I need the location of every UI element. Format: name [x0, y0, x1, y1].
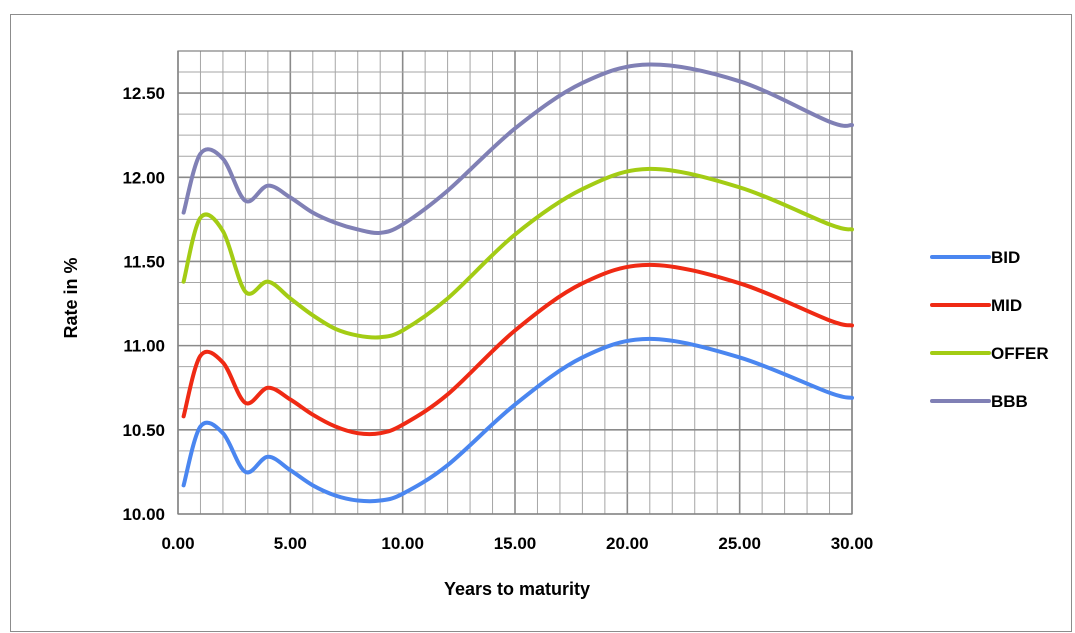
legend-label-offer: OFFER: [991, 344, 1049, 363]
x-tick-label: 5.00: [274, 534, 307, 553]
x-axis-ticks: 0.00 5.00 10.00 15.00 20.00 25.00 30.00: [161, 534, 873, 553]
series-lines: [181, 62, 854, 504]
series-line-mid: [181, 262, 854, 437]
x-tick-label: 0.00: [161, 534, 194, 553]
series-line-offer: [181, 166, 854, 340]
grid: [177, 50, 853, 515]
chart-frame: 0.00 5.00 10.00 15.00 20.00 25.00 30.00 10.00 1…: [10, 14, 1072, 632]
line-chart: 0.00 5.00 10.00 15.00 20.00 25.00 30.00 10.001…: [61, 50, 1049, 599]
x-tick-label: 20.00: [606, 534, 649, 553]
y-tick-label: 11.00: [123, 337, 165, 356]
y-tick-label: 11.50: [123, 252, 165, 271]
x-tick-label: 15.00: [494, 534, 537, 553]
series-line-bid: [181, 336, 854, 504]
x-tick-label: 30.00: [831, 534, 874, 553]
y-axis-title: Rate in %: [61, 257, 81, 338]
legend: BID MID OFFER BBB: [930, 248, 1049, 411]
y-axis-ticks: 10.00 10.50 11.00 11.50 12.00 12.50: [122, 84, 165, 524]
legend-label-mid: MID: [991, 296, 1022, 315]
y-tick-label: 12.50: [122, 84, 165, 103]
plot-area-border: [177, 50, 853, 515]
legend-label-bid: BID: [991, 248, 1020, 267]
y-tick-label: 10.00: [122, 505, 165, 524]
x-axis-title: Years to maturity: [444, 579, 590, 599]
series-line-bbb: [181, 62, 854, 235]
x-tick-label: 25.00: [718, 534, 761, 553]
legend-label-bbb: BBB: [991, 392, 1028, 411]
y-tick-label: 12.00: [122, 168, 165, 187]
x-tick-label: 10.00: [381, 534, 424, 553]
y-tick-label: 10.50: [122, 421, 165, 440]
